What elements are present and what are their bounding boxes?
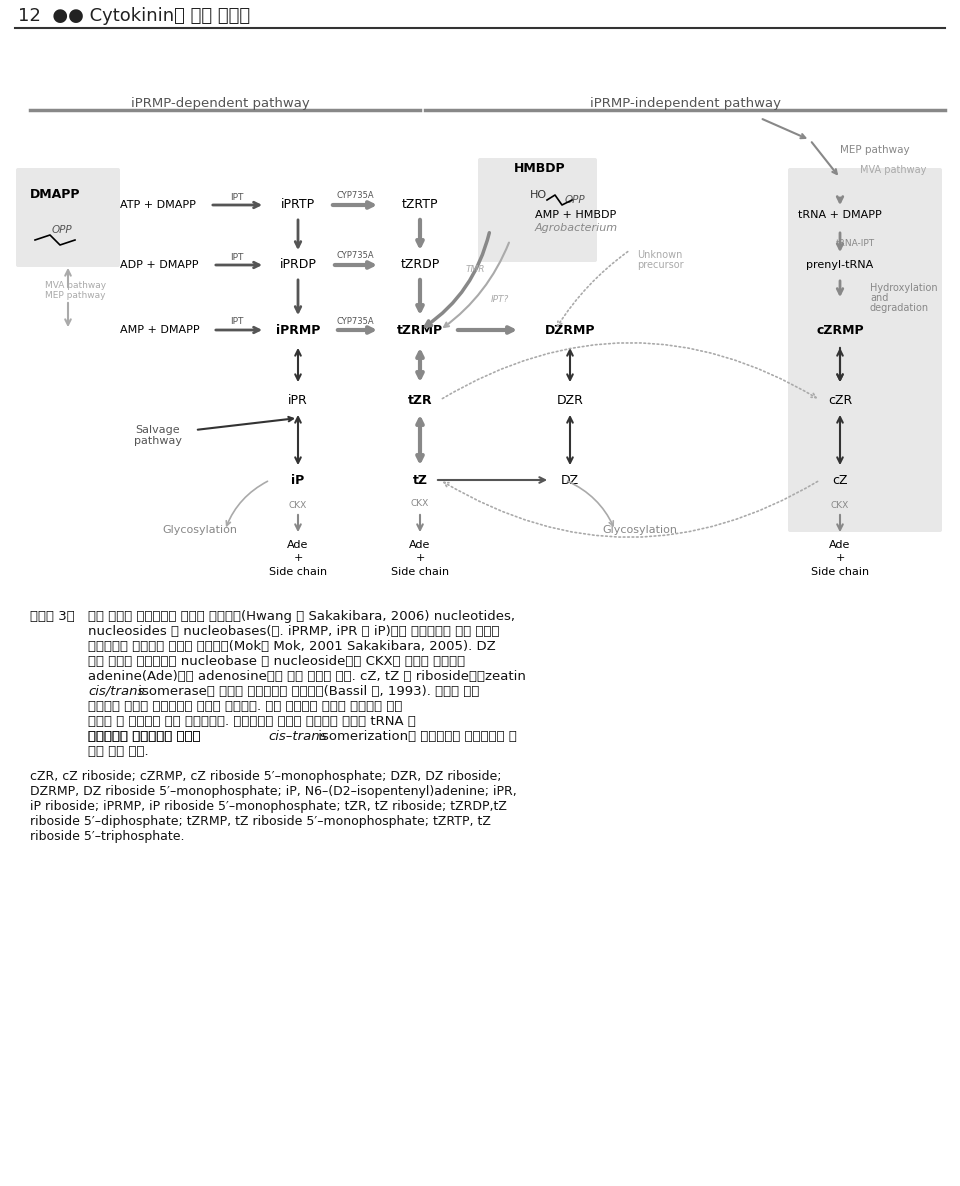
Text: HO: HO (530, 190, 547, 200)
Text: tZRTP: tZRTP (401, 198, 439, 211)
Text: iPRTP: iPRTP (281, 198, 315, 211)
Text: iP riboside; iPRMP, iP riboside 5′–monophosphate; tZR, tZ riboside; tZRDP,tZ: iP riboside; iPRMP, iP riboside 5′–monop… (30, 801, 507, 812)
Text: Hydroxylation: Hydroxylation (870, 283, 938, 293)
Text: Salvage: Salvage (135, 425, 180, 435)
Text: iPRMP-dependent pathway: iPRMP-dependent pathway (131, 96, 309, 109)
Text: MEP pathway: MEP pathway (45, 291, 106, 300)
Text: DMAPP: DMAPP (30, 189, 81, 202)
Text: MEP pathway: MEP pathway (840, 145, 910, 155)
Text: iP: iP (292, 473, 304, 486)
Text: 12  ●● Cytokinin의 분자 생리학: 12 ●● Cytokinin의 분자 생리학 (18, 7, 251, 25)
Text: 해로부터의 싸이토키닌 합성과: 해로부터의 싸이토키닌 합성과 (88, 731, 204, 742)
Text: +: + (294, 553, 302, 563)
Text: riboside 5′–triphosphate.: riboside 5′–triphosphate. (30, 830, 184, 843)
Text: TMR: TMR (466, 266, 485, 274)
Text: 화살표의 두께는 대사흐름의 강도를 나타낸다. 검은 화살표로 표시된 흐름들은 아직: 화살표의 두께는 대사흐름의 강도를 나타낸다. 검은 화살표로 표시된 흐름들… (88, 700, 402, 713)
Text: iPRDP: iPRDP (279, 259, 317, 272)
Text: iPRMP-independent pathway: iPRMP-independent pathway (589, 96, 780, 109)
Text: CKX: CKX (830, 500, 850, 510)
Text: Glycosylation: Glycosylation (603, 525, 678, 535)
Text: isomerization은 식물에서는 실험적으로 밝: isomerization은 식물에서는 실험적으로 밝 (314, 731, 516, 742)
FancyBboxPatch shape (16, 168, 120, 267)
Text: tRNA + DMAPP: tRNA + DMAPP (798, 210, 882, 219)
Text: CKX: CKX (411, 498, 429, 508)
Text: +: + (416, 553, 424, 563)
Text: OPP: OPP (52, 225, 72, 235)
Text: OPP: OPP (565, 195, 586, 205)
Text: CYP735A: CYP735A (336, 317, 373, 325)
Text: cZR, cZ riboside; cZRMP, cZ riboside 5′–monophosphate; DZR, DZ riboside;: cZR, cZ riboside; cZRMP, cZ riboside 5′–… (30, 770, 501, 783)
Text: IPT: IPT (230, 253, 244, 261)
Text: riboside 5′–diphosphate; tZRMP, tZ riboside 5′–monophosphate; tZRTP, tZ: riboside 5′–diphosphate; tZRMP, tZ ribos… (30, 815, 491, 828)
FancyBboxPatch shape (788, 168, 942, 533)
Text: cis/trans: cis/trans (88, 686, 144, 699)
Text: AMP + DMAPP: AMP + DMAPP (120, 325, 200, 334)
Text: adenine(Ade)이나 adenosine으로 각각 바뀌게 된다. cZ, tZ 및 riboside들은zeatin: adenine(Ade)이나 adenosine으로 각각 바뀌게 된다. cZ… (88, 670, 526, 683)
Text: cZR: cZR (828, 394, 852, 407)
Text: 대사회로의 효소들에 의하여 촉매된다(Mok과 Mok, 2001 Sakakibara, 2005). DZ: 대사회로의 효소들에 의하여 촉매된다(Mok과 Mok, 2001 Sakak… (88, 640, 495, 653)
Text: iPR: iPR (288, 394, 308, 407)
Text: DZ: DZ (561, 473, 579, 486)
Text: Agrobacterium: Agrobacterium (535, 223, 618, 232)
Text: CYP735A: CYP735A (336, 251, 373, 261)
Text: CKX: CKX (289, 500, 307, 510)
Text: tRNA-IPT: tRNA-IPT (835, 238, 875, 248)
Text: MVA pathway: MVA pathway (45, 281, 107, 289)
Text: Glycosylation: Glycosylation (162, 525, 237, 535)
Text: prenyl-tRNA: prenyl-tRNA (806, 260, 874, 270)
Text: Side chain: Side chain (269, 567, 327, 578)
Text: Unknown: Unknown (637, 250, 683, 260)
Text: isomerase에 의하여 상호변환이 가능하다(Bassil 등, 1993). 색깔이 있는: isomerase에 의하여 상호변환이 가능하다(Bassil 등, 1993… (134, 686, 479, 699)
Text: tZRDP: tZRDP (400, 259, 440, 272)
Text: AMP + HMBDP: AMP + HMBDP (535, 210, 616, 219)
Text: 〈그림 3〉: 〈그림 3〉 (30, 610, 75, 623)
Text: cis–trans: cis–trans (268, 731, 326, 742)
Text: 까지도 잘 구명되지 않은 부분들이다. 회색배경에 검은색 점선으로 나타낸 tRNA 분: 까지도 잘 구명되지 않은 부분들이다. 회색배경에 검은색 점선으로 나타낸 … (88, 715, 416, 728)
Text: Ade: Ade (409, 540, 431, 550)
Text: Side chain: Side chain (391, 567, 449, 578)
Text: and: and (870, 293, 888, 302)
FancyBboxPatch shape (478, 158, 597, 262)
Text: cZRMP: cZRMP (816, 324, 864, 337)
Text: pathway: pathway (134, 436, 182, 446)
Text: tZRMP: tZRMP (396, 324, 444, 337)
Text: ADP + DMAPP: ADP + DMAPP (120, 260, 199, 270)
Text: DZRMP: DZRMP (544, 324, 595, 337)
Text: Side chain: Side chain (811, 567, 869, 578)
Text: 종을 제외한 싸이토키닌 nucleobase 및 nucleoside들은 CKX에 의하여 대사되어: 종을 제외한 싸이토키닌 nucleobase 및 nucleoside들은 C… (88, 655, 466, 668)
Text: tZ: tZ (413, 473, 427, 486)
Text: cZ: cZ (832, 473, 848, 486)
Text: 해로부터의 싸이토키닌 합성과: 해로부터의 싸이토키닌 합성과 (88, 731, 204, 742)
Text: CYP735A: CYP735A (336, 191, 373, 200)
Text: ATP + DMAPP: ATP + DMAPP (120, 200, 196, 210)
Text: tZR: tZR (408, 394, 432, 407)
Text: IPT: IPT (230, 318, 244, 326)
Text: DZRMP, DZ riboside 5′–monophosphate; iP, N6–(D2–isopentenyl)adenine; iPR,: DZRMP, DZ riboside 5′–monophosphate; iP,… (30, 785, 516, 798)
Text: HMBDP: HMBDP (515, 161, 565, 174)
Text: Ade: Ade (287, 540, 309, 550)
Text: degradation: degradation (870, 302, 929, 313)
Text: 혀진 것이 없다.: 혀진 것이 없다. (88, 745, 149, 758)
Text: DZR: DZR (557, 394, 584, 407)
Text: precursor: precursor (636, 260, 684, 270)
Text: MVA pathway: MVA pathway (860, 165, 926, 176)
Text: nucleosides 및 nucleobases(즉. iPRMP, iPR 및 iP)간의 상호전환은 퓨린 재활용: nucleosides 및 nucleobases(즉. iPRMP, iPR … (88, 625, 499, 638)
Text: 현재 식물의 싸이토키닌 생합성 경로모델(Hwang 및 Sakakibara, 2006) nucleotides,: 현재 식물의 싸이토키닌 생합성 경로모델(Hwang 및 Sakakibara… (88, 610, 515, 623)
Text: +: + (835, 553, 845, 563)
Text: IPT?: IPT? (491, 295, 509, 305)
Text: IPT: IPT (230, 192, 244, 202)
Text: Ade: Ade (829, 540, 851, 550)
Text: iPRMP: iPRMP (276, 324, 321, 337)
